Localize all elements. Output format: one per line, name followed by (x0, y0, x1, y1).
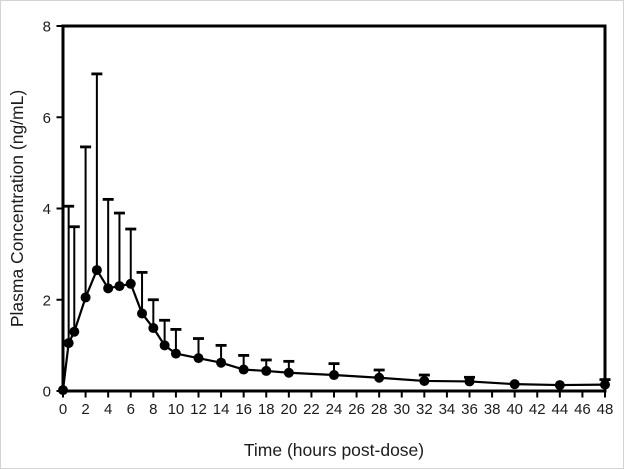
error-bars (63, 72, 611, 385)
data-point (464, 376, 475, 387)
data-point (216, 357, 227, 368)
y-tick-label: 0 (43, 384, 51, 401)
x-tick-label: 24 (326, 401, 343, 418)
data-point (283, 367, 294, 378)
x-tick-label: 2 (81, 401, 89, 418)
data-point (170, 348, 181, 359)
data-point (114, 281, 125, 292)
x-tick-label: 48 (597, 401, 614, 418)
x-tick-label: 16 (235, 401, 252, 418)
x-tick-label: 10 (168, 401, 185, 418)
x-axis-title: Time (hours post-dose) (244, 440, 424, 460)
data-point (509, 379, 520, 390)
data-point (137, 308, 148, 319)
x-tick-label: 0 (59, 401, 67, 418)
data-point (193, 353, 204, 364)
x-tick-label: 20 (280, 401, 297, 418)
x-tick-label: 32 (416, 401, 433, 418)
x-tick-label: 30 (393, 401, 410, 418)
x-tick-label: 14 (213, 401, 230, 418)
data-point (63, 338, 74, 349)
data-point (159, 340, 170, 351)
y-tick-label: 8 (43, 19, 51, 36)
x-tick-label: 46 (574, 401, 591, 418)
data-point (419, 375, 430, 386)
data-point (329, 370, 339, 381)
x-tick-label: 44 (551, 401, 568, 418)
x-tick-label: 42 (529, 401, 546, 418)
data-point (261, 365, 272, 376)
y-tick-label: 6 (43, 110, 51, 127)
x-tick-label: 18 (258, 401, 275, 418)
data-point (69, 326, 80, 337)
data-point (125, 278, 136, 289)
data-point (148, 323, 159, 334)
x-tick-label: 34 (439, 401, 456, 418)
x-tick-label: 8 (149, 401, 157, 418)
x-tick-label: 36 (461, 401, 478, 418)
y-tick-label: 2 (43, 292, 51, 309)
data-point (91, 265, 102, 276)
x-tick-label: 40 (506, 401, 523, 418)
x-tick-label: 26 (348, 401, 365, 418)
y-tick-label: 4 (43, 201, 51, 218)
data-point (80, 292, 91, 303)
data-point (103, 283, 114, 294)
x-tick-label: 38 (484, 401, 501, 418)
plot-box (61, 24, 607, 393)
x-tick-label: 22 (303, 401, 320, 418)
data-point (238, 364, 249, 375)
x-tick-label: 6 (127, 401, 135, 418)
x-tick-label: 28 (371, 401, 388, 418)
x-tick-label: 4 (104, 401, 112, 418)
data-point (374, 372, 385, 383)
axis-labels: 0 2 4 6 8 10 12 14 16 18 20 22 24 26 28 30 32 34 36 38 40 42 4… (43, 19, 614, 419)
x-tick-label: 12 (190, 401, 207, 418)
axis-ticks (56, 25, 606, 398)
data-point (554, 380, 565, 391)
data-points (58, 265, 610, 396)
y-axis-title: Plasma Concentration (ng/mL) (7, 90, 27, 327)
